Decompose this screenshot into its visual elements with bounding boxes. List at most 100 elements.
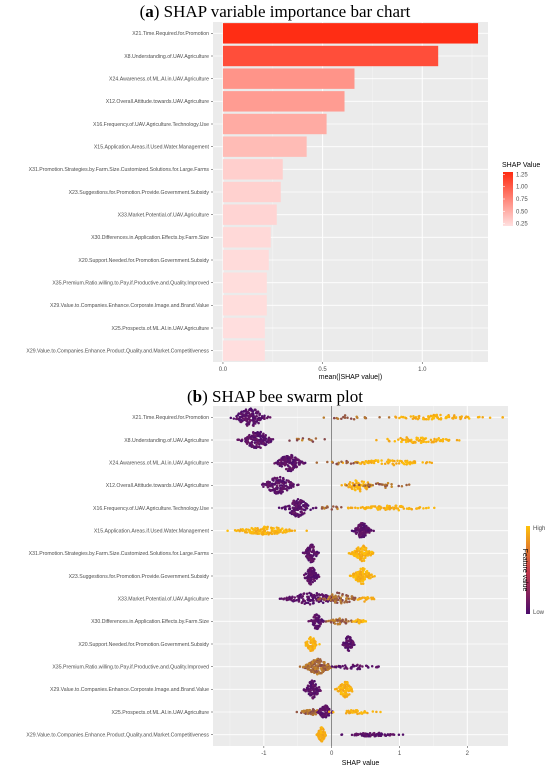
swarm-point bbox=[329, 621, 333, 624]
legend-tick-label: 0.25 bbox=[516, 222, 528, 228]
swarm-point bbox=[366, 506, 370, 510]
swarm-point bbox=[366, 481, 370, 484]
swarm-point bbox=[344, 599, 348, 602]
swarm-point bbox=[306, 601, 310, 605]
swarm-point bbox=[339, 683, 343, 687]
swarm-point bbox=[265, 440, 268, 444]
swarm-point bbox=[317, 598, 320, 601]
swarm-point bbox=[345, 594, 348, 597]
swarm-point bbox=[255, 443, 258, 446]
swarm-point bbox=[364, 507, 367, 511]
swarm-point bbox=[295, 598, 298, 602]
swarm-point bbox=[311, 645, 314, 648]
swarm-point bbox=[314, 594, 317, 598]
swarm-point bbox=[357, 546, 360, 549]
swarm-point bbox=[416, 417, 420, 421]
swarm-point bbox=[365, 487, 368, 491]
swarm-point bbox=[326, 460, 329, 464]
swarm-point bbox=[405, 438, 409, 442]
swarm-point bbox=[310, 638, 314, 642]
swarm-point bbox=[309, 686, 313, 690]
swarm-point bbox=[453, 414, 456, 417]
swarm-point bbox=[312, 578, 316, 582]
swarm-point bbox=[345, 484, 348, 487]
swarm-point bbox=[315, 554, 318, 558]
feature-label: X16.Frequency.of.UAV.Agriculture.Technol… bbox=[93, 506, 209, 512]
swarm-point bbox=[246, 422, 250, 425]
swarm-point bbox=[410, 440, 414, 444]
swarm-point bbox=[318, 597, 322, 601]
swarm-point bbox=[327, 619, 330, 623]
swarm-point bbox=[330, 460, 334, 464]
x-tick-label: 0.5 bbox=[318, 367, 327, 373]
swarm-point bbox=[391, 733, 394, 736]
swarm-point bbox=[313, 691, 317, 695]
legend-title: SHAP Value bbox=[502, 162, 540, 169]
swarm-point bbox=[299, 501, 303, 505]
swarm-point bbox=[357, 733, 360, 736]
swarm-point bbox=[369, 553, 372, 557]
swarm-point bbox=[365, 524, 368, 528]
swarm-point bbox=[266, 415, 270, 418]
swarm-point bbox=[391, 459, 394, 462]
swarm-point bbox=[341, 687, 344, 690]
swarm-point bbox=[307, 685, 311, 688]
chart-a-title: (a) SHAP variable importance bar chart bbox=[139, 2, 411, 21]
swarm-point bbox=[307, 569, 311, 573]
swarm-point bbox=[362, 524, 365, 527]
swarm-point bbox=[374, 459, 378, 462]
swarm-point bbox=[342, 684, 345, 688]
legend-tick-label: 1.25 bbox=[516, 172, 528, 178]
bar bbox=[222, 249, 269, 271]
swarm-point bbox=[322, 669, 326, 672]
feature-label: X23.Suggestions.for.Promotion.Provide.Go… bbox=[69, 574, 210, 580]
swarm-point bbox=[241, 413, 245, 416]
swarm-point bbox=[257, 529, 261, 532]
swarm-point bbox=[244, 416, 247, 419]
swarm-point bbox=[337, 690, 340, 693]
swarm-point bbox=[352, 709, 355, 712]
swarm-point bbox=[254, 434, 258, 438]
swarm-point bbox=[251, 418, 255, 422]
swarm-point bbox=[339, 619, 342, 623]
swarm-point bbox=[316, 573, 320, 577]
swarm-point bbox=[414, 417, 418, 420]
swarm-point bbox=[402, 507, 406, 510]
swarm-point bbox=[398, 416, 401, 420]
swarm-point bbox=[320, 593, 324, 596]
swarm-point bbox=[347, 482, 351, 486]
swarm-point bbox=[264, 526, 267, 529]
category-label: X23.Suggestions.for.Promotion.Provide.Go… bbox=[69, 190, 210, 196]
chart-a-title-text: SHAP variable importance bar chart bbox=[159, 2, 411, 21]
swarm-point bbox=[282, 529, 286, 533]
legend-tick-label: 1.00 bbox=[516, 185, 528, 191]
legend-high-label: High bbox=[533, 526, 545, 532]
swarm-point bbox=[360, 460, 364, 464]
swarm-point bbox=[319, 689, 322, 693]
swarm-point bbox=[340, 460, 343, 463]
swarm-point bbox=[388, 440, 391, 443]
bar bbox=[222, 227, 271, 248]
swarm-point bbox=[229, 416, 233, 420]
swarm-point bbox=[349, 711, 352, 714]
swarm-point bbox=[277, 461, 281, 465]
swarm-point bbox=[291, 501, 295, 505]
swarm-point bbox=[276, 459, 280, 463]
swarm-point bbox=[262, 432, 265, 435]
swarm-point bbox=[439, 438, 443, 442]
swarm-point bbox=[349, 462, 353, 465]
swarm-point bbox=[356, 487, 359, 490]
swarm-point bbox=[320, 726, 323, 729]
swarm-point bbox=[361, 505, 364, 509]
swarm-point bbox=[364, 556, 367, 560]
swarm-point bbox=[369, 505, 373, 508]
swarm-point bbox=[296, 513, 300, 517]
swarm-point bbox=[335, 597, 338, 601]
swarm-point bbox=[380, 483, 384, 486]
swarm-point bbox=[340, 417, 343, 421]
swarm-point bbox=[369, 461, 373, 464]
category-label: X20.Support.Needed.for.Promotion.Governm… bbox=[78, 258, 209, 264]
swarm-point bbox=[311, 571, 315, 574]
swarm-point bbox=[240, 418, 243, 422]
swarm-point bbox=[364, 527, 368, 531]
